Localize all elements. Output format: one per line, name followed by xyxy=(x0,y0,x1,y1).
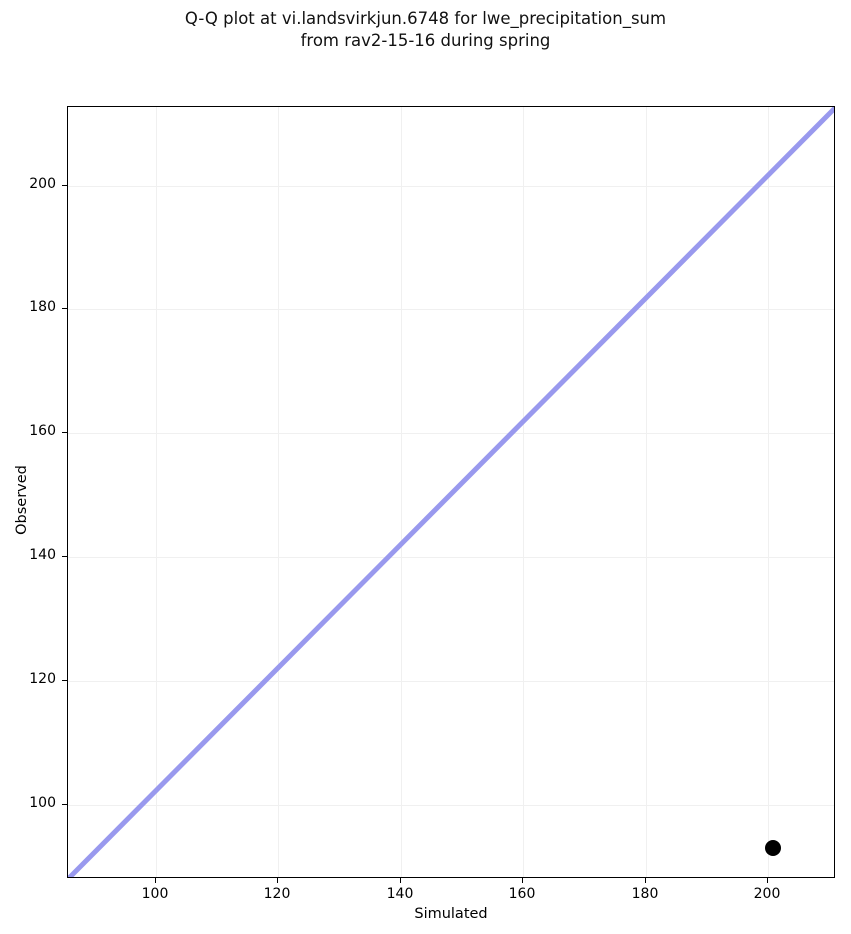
x-tick-label: 140 xyxy=(386,886,414,902)
tick-y xyxy=(62,308,67,310)
x-tick-label: 180 xyxy=(631,886,659,902)
gridline-horizontal xyxy=(68,433,834,435)
tick-y xyxy=(62,556,67,558)
x-tick-label: 160 xyxy=(508,886,536,902)
gridline-horizontal xyxy=(68,186,834,188)
tick-y xyxy=(62,185,67,187)
tick-y xyxy=(62,432,67,434)
x-axis-label: Simulated xyxy=(414,906,488,922)
x-tick-label: 100 xyxy=(141,886,169,902)
x-tick-label: 120 xyxy=(263,886,291,902)
gridline-vertical xyxy=(401,107,403,877)
y-tick-label: 180 xyxy=(29,299,56,315)
tick-y xyxy=(62,804,67,806)
y-tick-label: 140 xyxy=(29,547,56,563)
y-tick-label: 100 xyxy=(29,795,56,811)
tick-x xyxy=(522,878,524,883)
gridline-vertical xyxy=(768,107,770,877)
tick-x xyxy=(277,878,279,883)
gridline-vertical xyxy=(523,107,525,877)
tick-y xyxy=(62,680,67,682)
y-tick-label: 160 xyxy=(29,423,56,439)
tick-x xyxy=(767,878,769,883)
tick-x xyxy=(155,878,157,883)
gridline-horizontal xyxy=(68,681,834,683)
reference-line xyxy=(68,107,834,877)
y-tick-label: 120 xyxy=(29,671,56,687)
plot-area xyxy=(67,106,835,878)
gridline-horizontal xyxy=(68,557,834,559)
tick-x xyxy=(400,878,402,883)
x-tick-label: 200 xyxy=(753,886,781,902)
data-point xyxy=(765,840,781,856)
gridline-vertical xyxy=(646,107,648,877)
y-axis-label: Observed xyxy=(14,465,30,535)
tick-x xyxy=(645,878,647,883)
gridline-horizontal xyxy=(68,805,834,807)
gridline-vertical xyxy=(156,107,158,877)
gridline-horizontal xyxy=(68,309,834,311)
y-tick-label: 200 xyxy=(29,176,56,192)
gridline-vertical xyxy=(278,107,280,877)
chart-title: Q-Q plot at vi.landsvirkjun.6748 for lwe… xyxy=(184,9,667,50)
